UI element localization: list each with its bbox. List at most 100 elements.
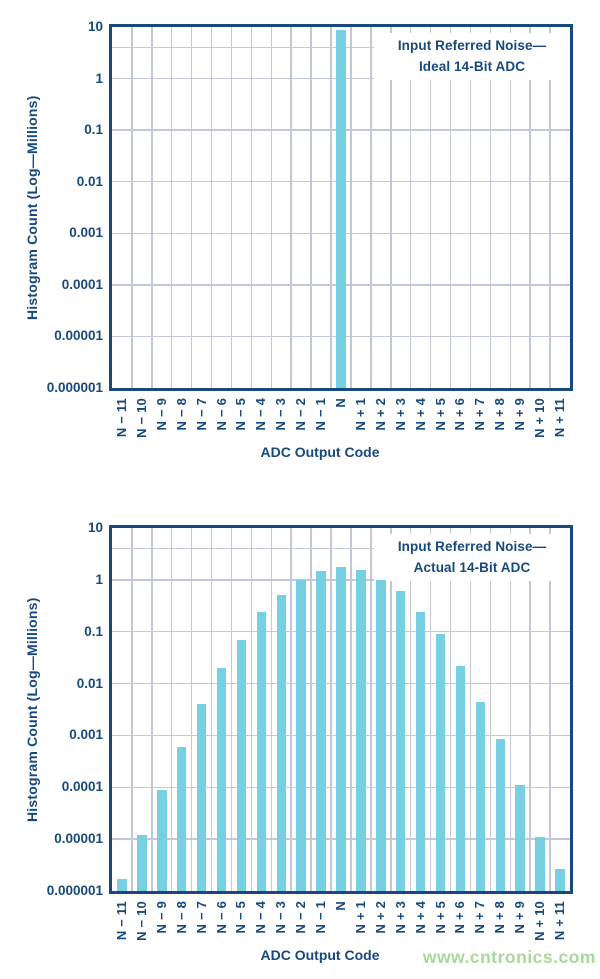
x-tick-label: N − 1	[313, 901, 329, 934]
v-gridline	[270, 27, 273, 388]
v-gridline	[210, 27, 213, 388]
bar-N+11	[555, 869, 565, 891]
x-tick-label: N − 9	[153, 901, 169, 934]
v-gridline	[170, 27, 173, 388]
v-gridline	[350, 528, 352, 891]
v-gridline	[210, 528, 213, 891]
chart-ideal-adc: Histogram Count (Log—Millions) 10 1 0.1 0.0…	[24, 19, 573, 460]
v-gridline	[350, 27, 352, 388]
y-tick-label: 10	[87, 520, 103, 535]
x-tick-label: N + 9	[512, 398, 528, 431]
plot-area: Input Referred Noise— Actual 14-Bit ADC	[109, 525, 573, 894]
x-tick-label: N − 5	[233, 398, 249, 431]
chart-title-line1: Input Referred Noise—	[397, 539, 547, 555]
bar-N+9	[515, 785, 525, 891]
watermark: www.cntronics.com	[422, 947, 596, 967]
v-gridline	[330, 528, 332, 891]
chart-title-line1: Input Referred Noise—	[397, 38, 547, 54]
x-tick-label: N + 10	[532, 901, 548, 941]
x-tick-label: N − 6	[213, 901, 229, 934]
x-tick-label: N + 11	[552, 901, 568, 941]
v-gridline	[370, 528, 372, 891]
x-tick-label: N − 9	[153, 398, 169, 431]
x-tick-label: N − 10	[133, 398, 149, 438]
v-gridline	[489, 528, 492, 891]
v-gridline	[449, 27, 452, 388]
bar-N+3	[395, 591, 406, 891]
x-tick-label: N + 3	[392, 901, 408, 934]
y-tick-label: 0.1	[84, 623, 103, 639]
v-gridline	[230, 528, 233, 891]
x-tick-label: N + 11	[552, 398, 568, 438]
y-tick-label: 0.001	[69, 225, 103, 241]
v-gridline	[190, 528, 193, 891]
x-tick-label: N + 4	[412, 398, 428, 431]
bar-N−7	[196, 704, 207, 891]
x-tick-label: N + 1	[352, 398, 368, 431]
bar-N+4	[415, 612, 426, 891]
chart-title-line2: Ideal 14-Bit ADC	[418, 58, 526, 74]
y-tick-label: 10	[87, 19, 103, 34]
x-axis-title: ADC Output Code	[260, 947, 380, 963]
y-tick-label: 1	[95, 70, 103, 86]
x-axis-title: ADC Output Code	[260, 444, 380, 460]
bar-N+10	[535, 837, 545, 891]
x-tick-label: N	[333, 398, 348, 408]
y-tick-label: 0.01	[76, 173, 103, 189]
v-gridline	[131, 528, 133, 891]
y-tick-label: 0.01	[76, 675, 103, 691]
x-tick-label: N + 3	[392, 398, 408, 431]
v-gridline	[429, 27, 432, 388]
x-tick-label: N − 6	[213, 398, 229, 431]
bar-N−10	[137, 835, 147, 891]
v-gridline	[250, 27, 253, 388]
x-tick-label: N − 11	[113, 901, 129, 941]
v-gridline	[151, 27, 153, 388]
x-tick-label: N − 1	[313, 398, 329, 431]
x-tick-label: N + 1	[352, 901, 368, 934]
chart-actual-adc: Histogram Count (Log—Millions) 10 1 0.1 0.0…	[0, 501, 600, 979]
x-tick-label: N + 8	[492, 901, 508, 934]
bar-N−1	[316, 570, 326, 891]
bar-N−11	[117, 879, 127, 891]
x-tick-label: N − 10	[133, 901, 149, 941]
x-tick-label: N − 5	[233, 901, 249, 934]
x-tick-label: N − 8	[173, 901, 189, 934]
x-tick-label: N + 5	[432, 901, 448, 934]
v-gridline	[489, 27, 492, 388]
y-tick-label: 0.0001	[61, 276, 103, 292]
x-tick-label: N − 2	[293, 398, 309, 431]
bar-N+8	[495, 739, 506, 891]
v-gridline	[250, 528, 253, 891]
v-gridline	[429, 528, 432, 891]
x-tick-label: N − 8	[173, 398, 189, 431]
y-tick-label: 0.1	[84, 122, 103, 138]
x-tick-label: N + 4	[412, 901, 428, 934]
x-tick-label: N − 7	[193, 398, 209, 431]
x-tick-label: N + 8	[492, 398, 508, 431]
plot-area: Input Referred Noise— Ideal 14-Bit ADC	[109, 24, 573, 391]
v-gridline	[270, 528, 273, 891]
x-tick-label: N + 5	[432, 398, 448, 431]
v-gridline	[509, 528, 511, 891]
v-gridline	[529, 27, 531, 388]
bar-N+6	[455, 665, 466, 891]
x-tick-label: N + 7	[472, 901, 488, 934]
v-gridline	[151, 528, 153, 891]
v-gridline	[330, 27, 332, 388]
chart-title: Input Referred Noise— Ideal 14-Bit ADC	[374, 33, 570, 80]
y-tick-label: 1	[95, 571, 103, 587]
x-tick-label: N − 7	[193, 901, 209, 934]
x-tick-label: N + 6	[452, 398, 468, 431]
x-tick-label: N − 2	[293, 901, 309, 934]
bar-N−6	[216, 667, 227, 891]
v-gridline	[509, 27, 511, 388]
v-gridline	[290, 528, 292, 891]
v-gridline	[170, 528, 173, 891]
bar-N	[336, 566, 346, 891]
v-gridline	[370, 27, 372, 388]
v-gridline	[290, 27, 292, 388]
y-tick-label: 0.000001	[46, 380, 103, 395]
bar-N−9	[157, 789, 167, 891]
